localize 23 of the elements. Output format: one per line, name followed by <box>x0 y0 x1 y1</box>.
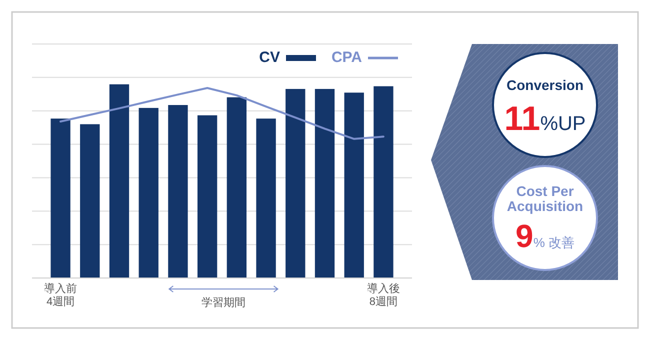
bar <box>109 84 130 278</box>
x-tick-label: 導入前 4週間 <box>44 282 78 308</box>
bar <box>50 118 70 278</box>
text: %UP <box>540 113 586 135</box>
bar <box>374 86 394 278</box>
legend-label: CV <box>259 49 280 66</box>
bar <box>80 124 100 278</box>
text: % 改善 <box>533 235 574 250</box>
text: 11 <box>504 100 540 138</box>
bar <box>168 105 188 278</box>
bar <box>226 97 247 278</box>
text: Conversion <box>506 77 584 93</box>
text: 学習期間 <box>201 297 246 309</box>
bar <box>138 108 158 278</box>
legend-label: CPA <box>331 49 362 66</box>
bar <box>344 92 364 278</box>
bar <box>314 88 335 278</box>
x-tick-label: 導入後 8週間 <box>366 282 400 308</box>
bar <box>197 115 218 278</box>
bar <box>256 118 276 278</box>
text: 9 <box>516 218 534 254</box>
bar <box>286 88 306 278</box>
text: Cost Per Acquisition <box>506 183 584 214</box>
